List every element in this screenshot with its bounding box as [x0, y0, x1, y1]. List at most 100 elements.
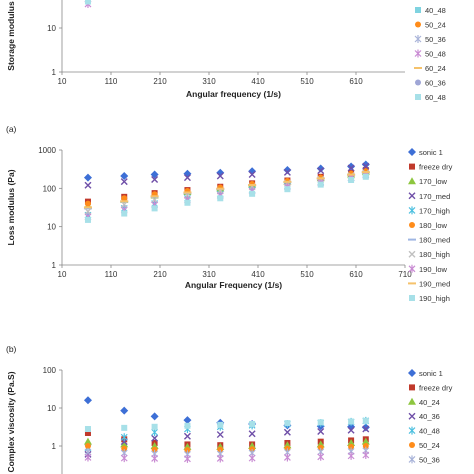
data-point: [150, 412, 159, 421]
y-tick-label: 1000: [38, 146, 56, 155]
legend-marker: [415, 7, 421, 13]
data-point: [362, 425, 370, 433]
data-point: [316, 177, 325, 180]
legend-label: 60_24: [425, 64, 446, 73]
data-point: [120, 440, 129, 448]
legend-marker: [408, 397, 416, 405]
markers-group: [83, 396, 370, 463]
data-point: [283, 441, 292, 449]
data-point: [150, 170, 159, 179]
data-point: [183, 174, 191, 182]
data-point: [151, 454, 159, 463]
legend-label: 40_24: [419, 398, 440, 407]
x-tick-label: 310: [202, 270, 216, 279]
y-axis-title: Complex viscosity (Pa.S): [6, 371, 16, 472]
legend-label: 170_low: [419, 177, 448, 186]
y-tick-label: 10: [47, 223, 56, 232]
legend-label: 50_36: [425, 35, 446, 44]
data-point: [347, 162, 356, 171]
x-tick-label: 210: [153, 77, 167, 86]
data-point: [151, 176, 159, 183]
data-point: [84, 429, 91, 436]
data-point: [284, 186, 291, 193]
data-point: [249, 190, 256, 197]
y-tick-label: 1: [52, 442, 57, 451]
data-point: [84, 443, 91, 449]
legend-label: 180_med: [419, 236, 450, 245]
data-point: [362, 162, 370, 170]
data-point: [248, 430, 256, 438]
legend-label: 190_high: [419, 294, 450, 303]
x-tick-label: 610: [349, 77, 363, 86]
x-tick-label: 410: [251, 270, 265, 279]
legend-label: 170_med: [419, 192, 450, 201]
data-point: [84, 207, 92, 215]
legend-label: 40_48: [425, 6, 446, 15]
data-point: [121, 445, 128, 452]
data-point: [84, 200, 91, 207]
legend-marker: [409, 384, 415, 391]
data-point: [347, 164, 355, 172]
x-tick-label: 310: [202, 77, 216, 86]
legend-marker: [408, 455, 416, 464]
legend-marker: [408, 192, 416, 200]
legend-label: 50_24: [425, 21, 446, 30]
data-point: [361, 423, 370, 432]
chart-panel-3: 1 10 100 Complex viscosity (Pa.S) (b) sonic 1…: [6, 344, 453, 474]
data-point: [184, 454, 191, 463]
data-point: [348, 176, 355, 183]
data-point: [120, 433, 128, 442]
panel-label: (b): [6, 344, 17, 354]
data-point: [317, 419, 324, 426]
legend-label: 190_med: [419, 279, 450, 288]
x-tick-label: 10: [58, 77, 67, 86]
legend-marker: [409, 222, 415, 228]
data-point: [84, 181, 92, 189]
data-point: [84, 426, 91, 433]
data-point: [248, 454, 256, 463]
legend-label: 60_48: [425, 93, 446, 102]
data-point: [317, 428, 325, 436]
legend-marker: [408, 412, 416, 420]
legend-marker: [409, 163, 415, 170]
data-point: [216, 431, 224, 439]
legend-marker: [408, 177, 416, 185]
data-point: [151, 446, 158, 453]
data-point: [120, 406, 129, 415]
data-point: [151, 423, 158, 430]
y-tick-label: 1: [52, 68, 57, 77]
legend-marker: [408, 250, 416, 258]
data-point: [283, 168, 291, 176]
legend-marker: [408, 148, 416, 156]
x-tick-label: 510: [300, 77, 314, 86]
legend-marker: [408, 206, 416, 215]
data-point: [121, 195, 128, 202]
data-point: [216, 187, 225, 190]
data-point: [120, 200, 129, 203]
data-point: [348, 443, 355, 450]
data-point: [249, 420, 256, 427]
legend-label: sonic 1: [419, 369, 443, 378]
legend-marker: [408, 238, 416, 241]
x-tick-label: 510: [300, 270, 314, 279]
x-tick-label: 210: [153, 270, 167, 279]
legend-label: 190_low: [419, 265, 448, 274]
data-point: [183, 191, 192, 194]
legend-marker: [408, 282, 416, 285]
data-point: [362, 443, 369, 449]
data-point: [216, 454, 224, 463]
x-axis-title: Angular Frequency (1/s): [185, 280, 282, 290]
data-point: [120, 171, 129, 180]
data-point: [361, 160, 370, 169]
data-point: [151, 205, 158, 212]
x-axis-title: Angular frequency (1/s): [186, 89, 281, 99]
data-point: [317, 181, 324, 188]
data-point: [120, 178, 128, 186]
y-tick-label: 1: [52, 261, 57, 270]
legend-label: 170_high: [419, 206, 450, 215]
legend-label: freeze dry: [419, 163, 453, 172]
data-point: [83, 396, 92, 405]
x-tick-label: 710: [398, 270, 412, 279]
markers-group: [83, 160, 370, 223]
